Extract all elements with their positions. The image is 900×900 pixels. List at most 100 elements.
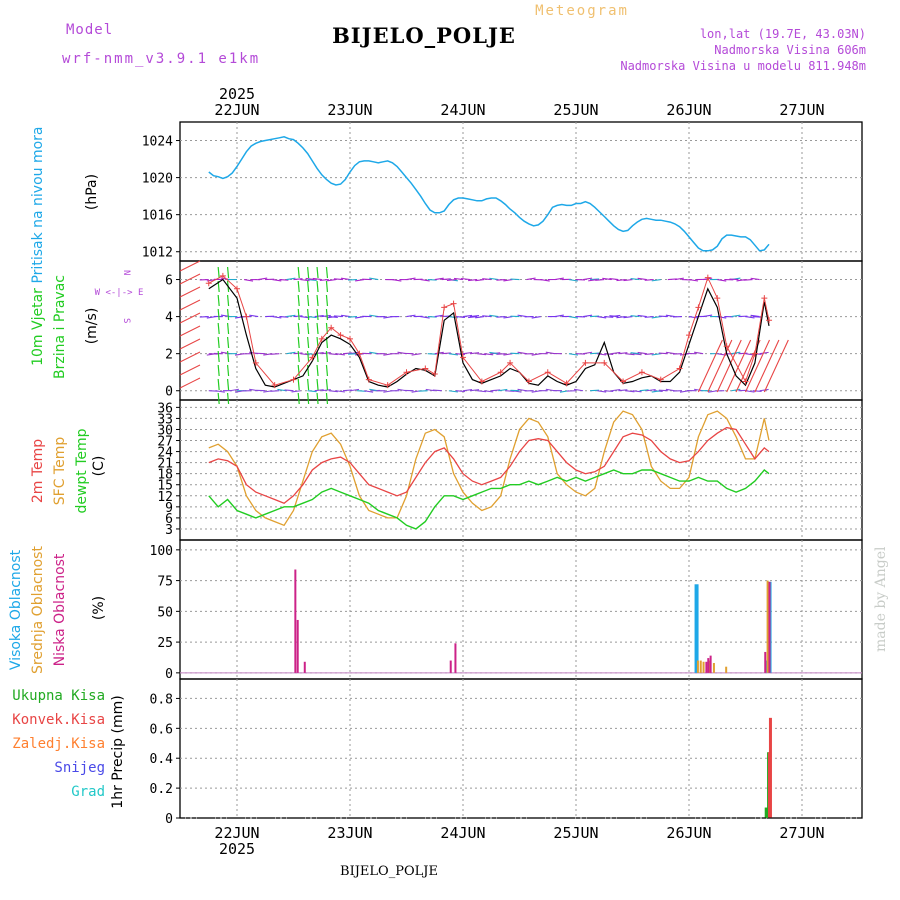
x-tick-label-bottom: 26JUN bbox=[666, 824, 711, 842]
temp-side-label-2: SFC Temp bbox=[52, 437, 68, 506]
y-tick-label: 9 bbox=[165, 501, 173, 516]
wind-hatch bbox=[179, 299, 201, 311]
y-tick-label: 0.6 bbox=[150, 722, 173, 737]
wind-direction-arrow bbox=[651, 316, 661, 319]
wind-column-arrow bbox=[325, 266, 329, 279]
wind-direction-arrow bbox=[646, 388, 656, 392]
wind-direction-arrow bbox=[759, 351, 769, 355]
wind-direction-arrow bbox=[272, 278, 282, 282]
wind-column-arrow bbox=[226, 350, 230, 363]
wind-column-arrow bbox=[226, 266, 230, 279]
wind-direction-arrow bbox=[632, 353, 642, 356]
x-tick-label-bottom: 27JUN bbox=[779, 824, 824, 842]
wind-column-arrow bbox=[226, 364, 230, 377]
wind-direction-arrow bbox=[432, 389, 442, 392]
wind-gust-arrow bbox=[754, 339, 780, 393]
model-label: Model bbox=[66, 22, 113, 38]
wind-gust-marker bbox=[309, 354, 316, 361]
wind-direction-arrow bbox=[496, 278, 506, 281]
temp-2m-line bbox=[208, 426, 770, 504]
cloud-bar bbox=[696, 660, 699, 673]
cloud-bar bbox=[296, 619, 299, 673]
wind-gust-arrow bbox=[697, 339, 723, 393]
y-tick-label: 3 bbox=[165, 523, 173, 538]
wind-hatch bbox=[179, 273, 201, 285]
wind-gust-marker bbox=[478, 378, 485, 385]
wind-hatch bbox=[179, 260, 201, 272]
wind-direction-arrow bbox=[434, 277, 444, 281]
wind-direction-arrow bbox=[625, 390, 635, 393]
wind-direction-arrow bbox=[489, 314, 499, 318]
precip-legend-item: Zaledj.Kisa bbox=[12, 736, 105, 752]
wind-direction-arrow bbox=[291, 390, 301, 393]
wind-side-label-2: Brzina i Pravac bbox=[52, 275, 68, 379]
wind-direction-arrow bbox=[616, 316, 626, 319]
wind-direction-arrow bbox=[665, 314, 675, 318]
y-tick-label: 0.4 bbox=[150, 752, 174, 767]
wind-compass-south: S bbox=[121, 318, 131, 323]
wind-direction-arrow bbox=[597, 316, 607, 319]
wind-direction-arrow bbox=[611, 351, 621, 355]
wind-gust-marker bbox=[704, 274, 711, 281]
precip-side-label: 1hr Precip (mm) bbox=[110, 695, 126, 808]
wind-direction-arrow bbox=[623, 316, 633, 319]
y-tick-label: 21 bbox=[157, 457, 173, 472]
wind-direction-arrow bbox=[582, 351, 593, 355]
wind-direction-arrow bbox=[270, 390, 280, 392]
wind-direction-arrow bbox=[469, 315, 480, 318]
y-tick-label: 0 bbox=[165, 667, 173, 682]
wind-direction-arrow bbox=[604, 353, 614, 355]
wind-direction-arrow bbox=[469, 389, 480, 392]
wind-direction-arrow bbox=[468, 278, 478, 282]
wind-column-arrow bbox=[316, 266, 319, 279]
wind-direction-arrow bbox=[602, 277, 612, 281]
wind-direction-arrow bbox=[745, 390, 755, 393]
wind-direction-arrow bbox=[750, 314, 760, 318]
wind-direction-arrow bbox=[328, 353, 338, 356]
wind-column-arrow bbox=[297, 294, 300, 307]
wind-gust-arrow bbox=[763, 339, 789, 393]
precip-legend-item: Grad bbox=[71, 784, 105, 800]
wind-direction-arrow bbox=[441, 278, 451, 281]
wind-gust-arrow bbox=[735, 339, 761, 393]
y-tick-label: 27 bbox=[157, 435, 173, 450]
wind-direction-arrow bbox=[460, 277, 471, 281]
wind-direction-arrow bbox=[307, 390, 317, 393]
wind-direction-arrow bbox=[335, 390, 345, 393]
wind-column-arrow bbox=[297, 280, 300, 293]
wind-column-arrow bbox=[217, 350, 220, 363]
y-tick-label: 2 bbox=[165, 348, 173, 363]
wind-direction-arrow bbox=[554, 277, 564, 281]
wind-direction-arrow bbox=[348, 278, 358, 281]
wind-gust-marker bbox=[638, 369, 645, 376]
y-tick-label: 75 bbox=[157, 575, 173, 590]
wind-column-arrow bbox=[217, 308, 220, 321]
y-tick-label: 6 bbox=[165, 274, 173, 289]
wind-gust-marker bbox=[525, 378, 532, 385]
wind-gust-marker bbox=[695, 304, 702, 311]
cloud-bar bbox=[294, 569, 297, 673]
wind-direction-arrow bbox=[406, 314, 416, 318]
coords-label: lon,lat (19.7E, 43.03N) bbox=[700, 27, 866, 41]
wind-gust-arrow bbox=[707, 339, 733, 393]
wind-hatch bbox=[179, 286, 201, 298]
wind-direction-arrow bbox=[637, 351, 647, 355]
wind-direction-arrow bbox=[369, 277, 379, 281]
wind-column-arrow bbox=[217, 392, 220, 405]
y-tick-label: 33 bbox=[157, 412, 173, 427]
cloud-bar bbox=[768, 581, 771, 673]
wind-direction-arrow bbox=[694, 351, 704, 355]
wind-direction-arrow bbox=[326, 316, 336, 319]
precip-bar bbox=[768, 752, 772, 818]
wind-direction-arrow bbox=[658, 389, 668, 392]
wind-direction-arrow bbox=[364, 390, 374, 393]
wind-column-arrow bbox=[226, 336, 230, 349]
wind-gust-marker bbox=[723, 343, 730, 350]
wind-direction-arrow bbox=[623, 278, 633, 282]
wind-direction-arrow bbox=[604, 390, 614, 393]
wind-gust-marker bbox=[356, 350, 363, 357]
wind-direction-arrow bbox=[453, 277, 464, 281]
wind-direction-arrow bbox=[468, 316, 478, 319]
y-tick-label: 0.2 bbox=[150, 782, 173, 797]
wind-direction-arrow bbox=[625, 353, 635, 356]
